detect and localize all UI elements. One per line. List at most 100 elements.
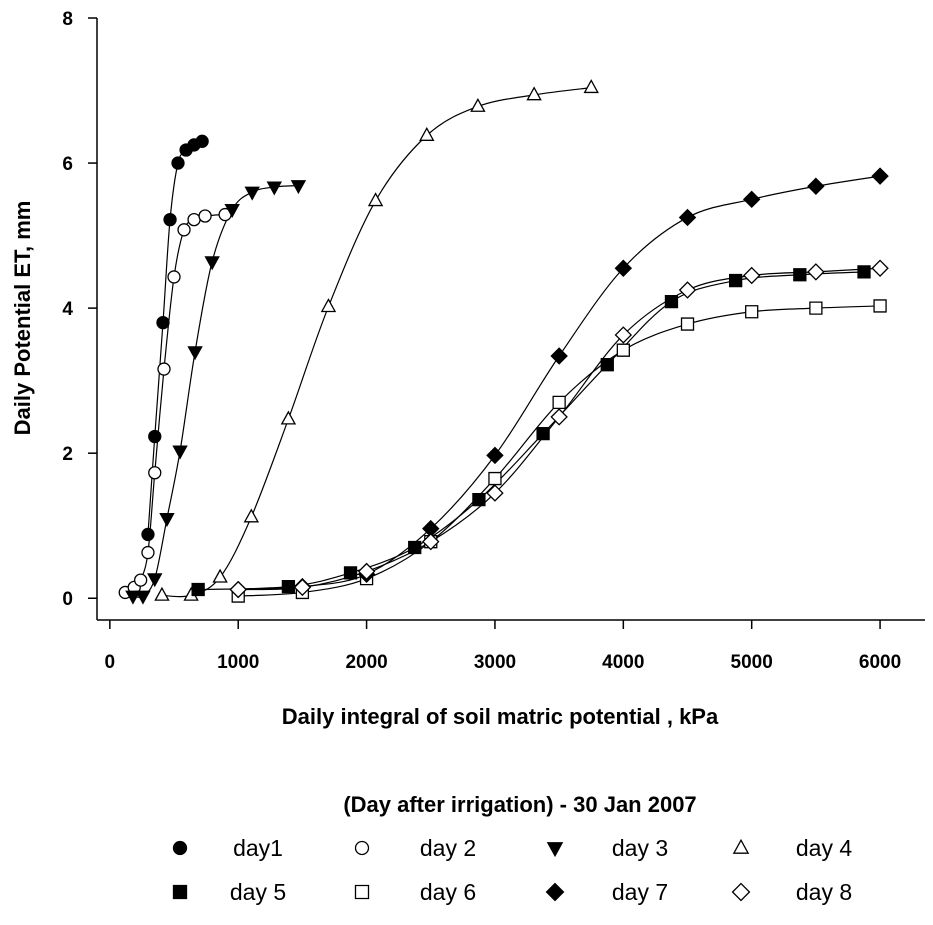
point [148,429,162,444]
point [745,305,759,319]
legend-label: day 5 [230,879,286,905]
legend-marker [354,840,370,856]
point [419,126,435,141]
legend-marker [731,882,751,902]
point [807,263,825,281]
point [367,192,384,207]
point [159,513,175,528]
point [871,167,889,185]
legend-marker [546,842,564,858]
legend-title: (Day after irrigation) - 30 Jan 2007 [343,792,696,817]
point [280,410,297,425]
point [172,445,188,460]
point [243,508,260,523]
point [488,471,502,486]
point [141,527,155,542]
point [742,266,761,285]
legend-marker [732,838,750,854]
point [614,259,633,277]
point [793,268,807,282]
y-tick-label: 4 [62,299,73,320]
point [293,578,312,597]
point [871,259,889,277]
point [156,315,170,330]
x-axis-title: Daily integral of soil matric potential … [282,704,719,729]
point [135,590,151,605]
point [422,532,440,551]
fit-curve [238,267,881,591]
x-tick-label: 1000 [217,652,259,673]
legend-marker [172,840,188,856]
x-tick-label: 3000 [474,652,516,673]
point [857,265,871,279]
point [195,134,209,148]
legend-marker [354,884,370,900]
point [583,79,599,94]
point [408,540,422,555]
point [187,212,201,227]
point [244,186,260,201]
point [550,347,568,365]
point [614,326,633,344]
point [320,298,337,313]
point [125,590,141,605]
point [229,580,247,599]
point [600,358,614,372]
point [171,156,185,170]
point [212,568,228,583]
point [167,270,181,284]
point [470,97,486,112]
point [729,273,743,288]
point [873,299,887,313]
point [536,426,550,441]
legend-label: day 2 [420,835,476,861]
point [357,562,376,581]
point [177,223,191,237]
point [163,212,177,227]
legend-marker [545,882,565,902]
x-tick-label: 0 [105,652,116,673]
legend-label: day1 [233,835,283,861]
x-tick-label: 5000 [731,652,773,673]
x-tick-label: 2000 [345,652,387,673]
point [198,209,212,223]
point [204,256,220,271]
point [472,492,486,507]
point [552,395,566,410]
point [807,177,825,195]
point [616,343,630,357]
y-tick-label: 8 [62,9,73,30]
point [809,301,823,315]
point [678,208,697,227]
point [281,579,296,594]
fit-curve [198,271,865,591]
point [187,346,203,361]
point [191,582,205,597]
fit-curve [238,175,881,591]
point [154,586,170,601]
y-tick-label: 2 [62,444,73,465]
point [486,484,504,502]
legend-label: day 4 [796,835,852,861]
legend-marker [172,884,188,900]
point [133,573,148,587]
x-tick-label: 4000 [602,652,644,673]
point [526,86,542,101]
y-axis-title: Daily Potential ET, mm [10,201,35,436]
point [680,317,695,331]
point [266,181,282,196]
point [148,466,162,480]
legend-label: day 3 [612,835,668,861]
legend-label: day 6 [420,879,476,905]
point [224,204,240,219]
point [486,446,504,465]
point [742,190,761,209]
point [141,545,155,560]
y-tick-label: 0 [62,589,73,610]
fit-curve [161,87,592,598]
point [678,281,697,299]
legend-label: day 7 [612,879,668,905]
point [343,566,358,580]
point [147,573,163,588]
